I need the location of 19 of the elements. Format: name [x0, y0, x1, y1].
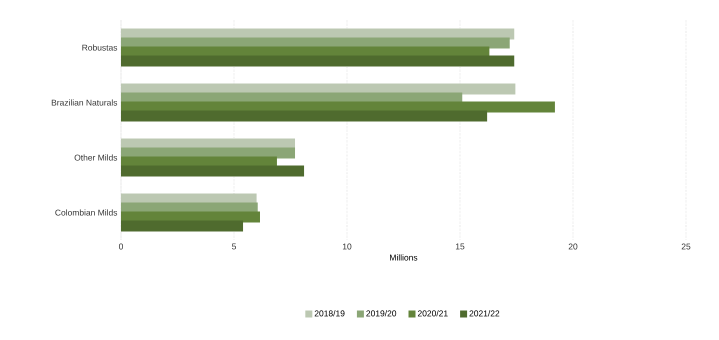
legend-label: 2018/19 [314, 310, 345, 316]
x-tick-label: 0 [118, 244, 124, 250]
y-tick-label: Other Milds [74, 154, 118, 161]
bar [121, 166, 304, 177]
legend-label: 2021/22 [470, 310, 500, 316]
y-tick-label: Brazilian Naturals [52, 99, 118, 106]
bar [121, 56, 514, 67]
legend-label: 2019/20 [366, 310, 396, 316]
bar [121, 110, 488, 122]
legend-label: 2020/21 [418, 310, 448, 316]
bar [121, 220, 244, 232]
x-tick-label: 20 [568, 244, 578, 250]
x-axis-title: Millions [390, 254, 418, 261]
x-tick-label: 25 [682, 244, 690, 250]
y-tick-label: Colombian Milds [55, 209, 118, 216]
x-tick-label: 5 [232, 244, 236, 250]
x-tick-label: 15 [456, 244, 464, 250]
y-tick-label: Robustas [82, 44, 118, 51]
x-tick-label: 10 [342, 244, 352, 250]
